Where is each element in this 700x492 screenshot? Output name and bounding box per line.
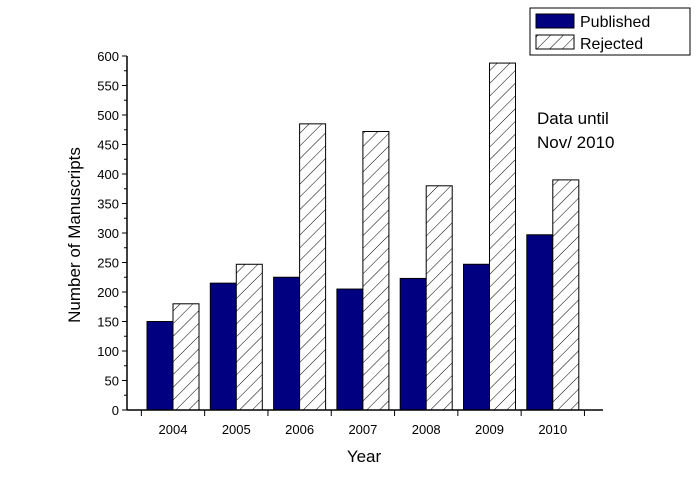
legend-label-rejected: Rejected bbox=[580, 36, 643, 53]
bar-rejected-2010 bbox=[552, 179, 580, 411]
annotation: Data until Nov/ 2010 bbox=[537, 109, 615, 152]
axes-group: 0 50 100 150 200 250 300 350 400 450 500 550 600 2004… bbox=[97, 49, 603, 437]
legend: Published Rejected bbox=[529, 7, 691, 56]
y-tick-label-100: 100 bbox=[97, 344, 119, 359]
x-tick-label-2007: 2007 bbox=[348, 422, 377, 437]
bar-published-2008 bbox=[399, 277, 427, 411]
y-tick-label-550: 550 bbox=[97, 79, 119, 94]
annotation-line-1: Data until bbox=[537, 109, 609, 128]
legend-label-published: Published bbox=[580, 14, 650, 31]
y-tick-label-350: 350 bbox=[97, 197, 119, 212]
y-tick-label-150: 150 bbox=[97, 315, 119, 330]
x-tick-label-2010: 2010 bbox=[538, 422, 567, 437]
y-tick-label-400: 400 bbox=[97, 167, 119, 182]
bar-rejected-2009 bbox=[489, 62, 516, 411]
legend-swatch-rejected bbox=[535, 34, 575, 50]
x-tick-label-2005: 2005 bbox=[222, 422, 251, 437]
y-tick-label-50: 50 bbox=[105, 374, 119, 389]
bar-published-2010 bbox=[526, 234, 554, 411]
bar-rejected-2004 bbox=[172, 303, 200, 411]
bar-published-2005 bbox=[209, 282, 237, 411]
bar-published-2009 bbox=[463, 263, 490, 411]
bar-published-2007 bbox=[336, 288, 364, 411]
x-tick-label-2004: 2004 bbox=[159, 422, 188, 437]
x-tick-label-2008: 2008 bbox=[412, 422, 441, 437]
x-tick-label-2009: 2009 bbox=[475, 422, 504, 437]
bars-group bbox=[146, 62, 580, 411]
bar-published-2006 bbox=[273, 276, 301, 411]
x-tick-label-2006: 2006 bbox=[285, 422, 314, 437]
y-tick-label-300: 300 bbox=[97, 226, 119, 241]
annotation-line-2: Nov/ 2010 bbox=[537, 133, 615, 152]
y-tick-label-0: 0 bbox=[112, 403, 119, 418]
bar-published-2004 bbox=[146, 321, 174, 411]
bar-rejected-2007 bbox=[362, 131, 390, 411]
bar-rejected-2005 bbox=[235, 263, 263, 411]
y-tick-label-500: 500 bbox=[97, 108, 119, 123]
legend-swatch-published bbox=[535, 13, 575, 29]
bar-rejected-2006 bbox=[299, 123, 327, 411]
y-tick-label-250: 250 bbox=[97, 256, 119, 271]
bar-rejected-2008 bbox=[425, 185, 453, 411]
y-axis-title: Number of Manuscripts bbox=[65, 147, 84, 323]
y-tick-label-200: 200 bbox=[97, 285, 119, 300]
y-tick-label-600: 600 bbox=[97, 49, 119, 64]
x-axis-title: Year bbox=[347, 447, 382, 466]
y-tick-label-450: 450 bbox=[97, 138, 119, 153]
